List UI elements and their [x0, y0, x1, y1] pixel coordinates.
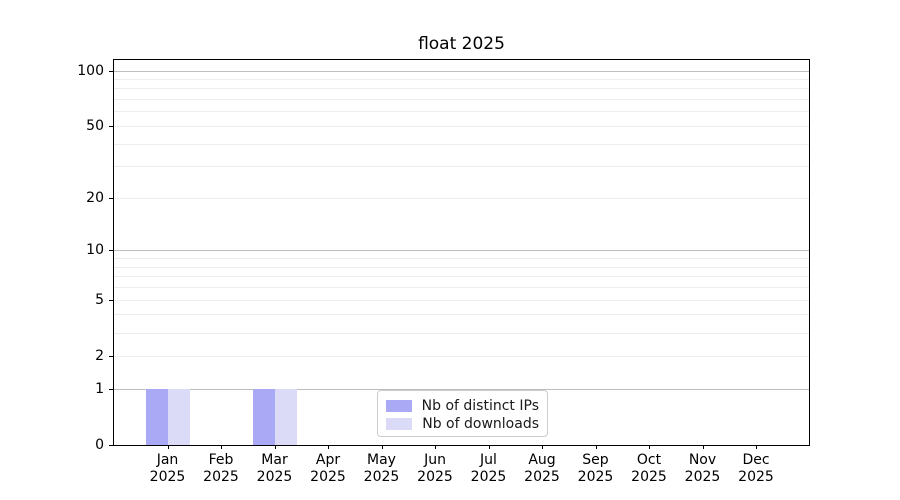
minor-gridline: [114, 287, 809, 289]
major-gridline: [114, 388, 809, 390]
minor-gridline: [114, 266, 809, 268]
legend-item-distinct-ips: Nb of distinct IPs: [386, 397, 539, 415]
y-tick-label: 0: [95, 437, 104, 453]
x-tick-mark: [702, 445, 704, 449]
x-tick-mark: [649, 445, 650, 449]
minor-gridline: [114, 198, 809, 199]
x-tick-label-may: May 2025: [363, 452, 400, 485]
y-tick-label: 50: [86, 118, 104, 134]
x-tick-label-aug: Aug 2025: [524, 452, 560, 485]
y-tick-mark: [109, 299, 113, 301]
bar-downloads-mar: [274, 388, 297, 445]
y-tick-label: 20: [86, 190, 104, 206]
minor-gridline: [114, 126, 809, 127]
x-tick-mark: [328, 445, 329, 449]
bar-distinct-ips-mar: [252, 388, 275, 445]
y-tick-mark: [109, 250, 113, 252]
x-tick-label-dec: Dec 2025: [738, 452, 774, 485]
chart-title: float 2025: [418, 34, 505, 54]
y-tick-label: 1: [95, 380, 104, 397]
minor-gridline: [114, 355, 809, 357]
x-tick-mark: [381, 445, 383, 449]
legend: Nb of distinct IPs Nb of downloads: [377, 390, 548, 437]
legend-label-downloads: Nb of downloads: [422, 416, 539, 432]
x-tick-mark: [274, 445, 276, 449]
minor-gridline: [114, 79, 809, 80]
minor-gridline: [114, 299, 809, 301]
x-tick-mark: [595, 445, 597, 449]
bar-downloads-jan: [167, 388, 190, 445]
x-tick-label-jan: Jan 2025: [149, 452, 186, 485]
plot-area: [113, 59, 810, 446]
major-gridline: [114, 250, 809, 252]
y-tick-mark: [109, 445, 113, 446]
y-tick-label: 10: [86, 242, 104, 259]
minor-gridline: [114, 143, 809, 145]
x-tick-mark: [435, 445, 436, 449]
bar-distinct-ips-jan: [145, 388, 168, 445]
minor-gridline: [114, 99, 809, 101]
minor-gridline: [114, 332, 809, 334]
x-tick-label-feb: Feb 2025: [203, 452, 239, 485]
y-tick-mark: [109, 388, 113, 390]
x-tick-label-apr: Apr 2025: [310, 452, 346, 485]
y-tick-mark: [109, 70, 113, 72]
minor-gridline: [114, 276, 809, 278]
y-tick-label: 5: [95, 291, 104, 308]
minor-gridline: [114, 166, 809, 168]
minor-gridline: [114, 88, 809, 90]
x-tick-mark: [221, 445, 222, 449]
y-tick-mark: [109, 198, 113, 199]
legend-label-distinct-ips: Nb of distinct IPs: [421, 398, 539, 414]
x-tick-label-jun: Jun 2025: [417, 452, 453, 485]
x-tick-label-jul: Jul 2025: [470, 452, 507, 485]
x-tick-mark: [756, 445, 757, 449]
x-tick-label-oct: Oct 2025: [631, 452, 667, 485]
x-tick-label-sep: Sep 2025: [577, 452, 614, 485]
x-tick-mark: [167, 445, 169, 449]
major-gridline: [114, 70, 809, 72]
legend-swatch-distinct-ips: [386, 400, 412, 412]
legend-swatch-downloads: [386, 418, 413, 430]
x-tick-mark: [542, 445, 543, 449]
minor-gridline: [114, 258, 809, 260]
x-tick-mark: [488, 445, 490, 449]
minor-gridline: [114, 314, 809, 316]
x-tick-label-mar: Mar 2025: [256, 452, 293, 485]
y-tick-label: 2: [95, 347, 104, 364]
y-tick-label: 100: [77, 62, 104, 79]
x-tick-label-nov: Nov 2025: [684, 452, 721, 485]
y-tick-mark: [109, 126, 113, 127]
y-tick-mark: [109, 355, 113, 357]
minor-gridline: [114, 111, 809, 113]
legend-item-downloads: Nb of downloads: [386, 415, 539, 433]
